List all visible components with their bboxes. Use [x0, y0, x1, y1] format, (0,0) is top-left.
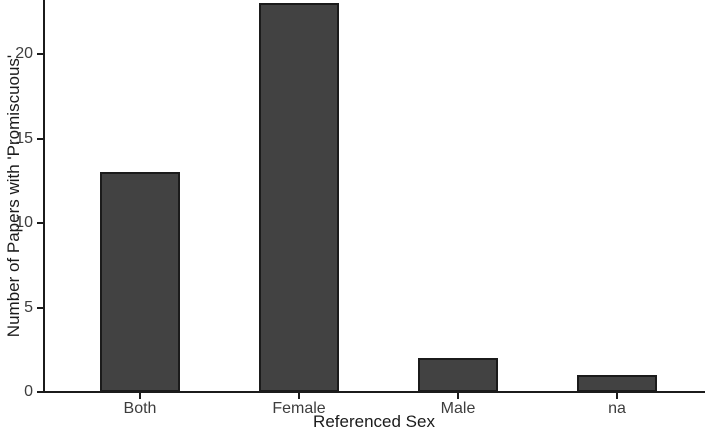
y-tick-mark-5 [37, 306, 44, 309]
x-tick-mark-male [457, 393, 459, 399]
x-tick-label-na: na [608, 400, 626, 417]
x-tick-mark-female [298, 393, 300, 399]
y-axis-line [43, 0, 45, 393]
y-tick-label-10: 10 [15, 214, 33, 232]
y-axis-title: Number of Papers with 'Promiscuous' [4, 54, 23, 338]
y-tick-mark-0 [37, 391, 44, 393]
bar-both [100, 172, 180, 392]
y-tick-label-20: 20 [15, 45, 33, 63]
x-tick-label-male: Male [440, 400, 476, 417]
x-tick-label-both: Both [123, 400, 157, 417]
bar-male [418, 358, 498, 392]
x-tick-label-female: Female [272, 400, 326, 417]
y-tick-mark-20 [37, 53, 44, 56]
x-tick-mark-both [139, 393, 141, 399]
bar-na [577, 375, 657, 392]
x-axis-line [43, 391, 705, 393]
bar-female [259, 3, 339, 392]
y-tick-label-15: 15 [15, 129, 33, 147]
y-tick-label-0: 0 [24, 383, 33, 400]
y-tick-mark-10 [37, 222, 44, 225]
x-axis-title: Referenced Sex [313, 412, 435, 431]
x-tick-mark-na [616, 393, 618, 399]
y-tick-mark-15 [37, 137, 44, 140]
y-tick-label-5: 5 [24, 298, 33, 316]
